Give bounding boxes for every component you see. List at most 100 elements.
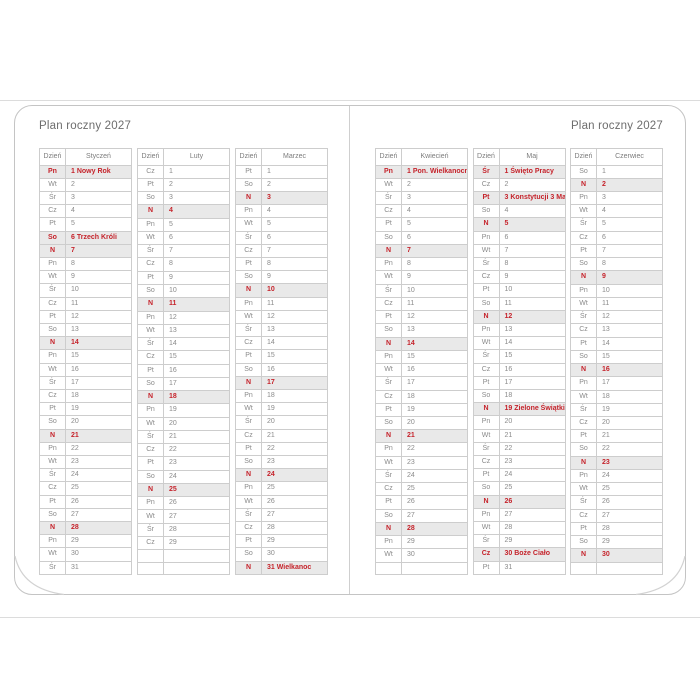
weekday-cell: Pn — [375, 442, 402, 457]
weekday-cell: Pt — [472, 560, 500, 575]
weekday-cell: Pn — [235, 388, 262, 404]
date-cell: 22 — [498, 441, 566, 456]
weekday-cell: Cz — [472, 177, 500, 192]
date-cell: 14 — [498, 336, 566, 351]
date-cell: 31 — [498, 560, 566, 575]
day-row: Śr 3 — [39, 190, 132, 206]
day-row: Pn 6 — [472, 230, 566, 245]
weekday-cell: N — [375, 429, 402, 444]
date-cell: 2 — [163, 177, 230, 193]
date-cell: 10 — [498, 283, 566, 298]
day-row: Pt 12 — [375, 310, 468, 325]
weekday-cell: Wt — [570, 482, 597, 497]
day-row: Śr 28 — [137, 522, 230, 538]
day-row: Cz 20 — [570, 415, 663, 431]
month-name: Luty — [163, 148, 230, 166]
weekday-cell: Wt — [39, 177, 66, 192]
date-cell: 29 — [65, 534, 132, 549]
month-table-2: Dzień Luty Cz 1 Pt 2 So 3 N 4 Pn 5 Wt 6 Śr 7 Cz 8 Pt 9 So 10 N… — [137, 148, 230, 575]
weekday-cell: Śr — [137, 337, 164, 352]
day-row: So 13 — [39, 322, 132, 338]
date-cell: 26 — [596, 495, 663, 510]
date-cell: 3 — [65, 190, 132, 206]
weekday-cell: Śr — [235, 230, 262, 245]
day-row: Cz 4 — [39, 204, 132, 219]
day-row: Wt 30 — [375, 548, 468, 563]
date-cell: 19 — [163, 403, 230, 418]
day-row: Śr 24 — [39, 468, 132, 483]
weekday-cell: Śr — [137, 429, 164, 445]
weekday-cell: N — [235, 468, 262, 483]
weekday-cell: Pt — [375, 310, 402, 325]
day-row: Pt 14 — [570, 336, 663, 351]
day-row: So 10 — [137, 283, 230, 299]
date-cell: 25 — [498, 481, 566, 496]
day-row: So 25 — [472, 481, 566, 496]
date-cell: 7 — [401, 243, 468, 259]
day-row: So 6 — [375, 230, 468, 245]
weekday-cell: Pn — [137, 496, 164, 511]
day-row: Wt 11 — [570, 296, 663, 312]
day-row: Śr 26 — [570, 495, 663, 510]
date-cell: 10 — [65, 283, 132, 298]
weekday-cell: Śr — [570, 495, 597, 510]
date-cell: 14 — [261, 336, 328, 351]
day-row: Pn 22 — [375, 442, 468, 457]
month-header-row: Dzień Czerwiec — [570, 148, 663, 166]
day-row: Cz 23 — [472, 454, 566, 470]
day-row: Cz 7 — [235, 243, 328, 258]
date-cell: 6 — [261, 230, 328, 245]
weekday-cell: N — [570, 270, 597, 285]
date-cell: 8 — [65, 256, 132, 272]
date-cell: 22 — [596, 442, 663, 457]
date-cell: 23 — [401, 455, 468, 470]
date-cell: 18 — [261, 388, 328, 404]
day-row: So 23 — [235, 454, 328, 470]
day-column-header: Dzień — [570, 148, 597, 166]
day-row: Śr 13 — [235, 322, 328, 338]
day-row: So 9 — [235, 270, 328, 285]
month-header-row: Dzień Marzec — [235, 148, 328, 166]
date-cell: 12 — [261, 309, 328, 324]
day-row-highlighted: N 12 — [472, 309, 566, 324]
weekday-cell: N — [375, 521, 402, 537]
weekday-cell: Śr — [137, 244, 164, 259]
month-table-6: Dzień Czerwiec So 1 N 2 Pn 3 Wt 4 Śr 5 Cz 6 Pt 7 So 8 N 9 Pn… — [570, 148, 663, 575]
day-row: Śr 7 — [137, 244, 230, 259]
weekday-cell: Pn — [375, 164, 402, 179]
weekday-cell: N — [472, 494, 500, 509]
date-cell: 26 — [261, 494, 328, 509]
weekday-cell: Cz — [472, 270, 500, 285]
day-row: Cz 4 — [375, 204, 468, 219]
month-table-5: Dzień Maj Śr 1 Święto Pracy Cz 2 Pt 3 Konstytuc… — [472, 148, 566, 575]
date-cell: 1 — [596, 164, 663, 179]
weekday-cell: Śr — [375, 468, 402, 484]
date-cell: 18 — [401, 389, 468, 404]
day-row: Pn 15 — [39, 349, 132, 364]
date-cell-empty — [401, 561, 468, 575]
date-cell: 29 — [401, 535, 468, 550]
weekday-cell: So — [570, 535, 597, 550]
month-header-row: Dzień Kwiecień — [375, 148, 468, 166]
date-cell: 6 Trzech Króli — [65, 230, 132, 245]
weekday-cell-empty — [375, 561, 402, 575]
weekday-cell: Pt — [137, 177, 164, 193]
date-cell: 27 — [163, 509, 230, 524]
date-cell: 26 — [163, 496, 230, 511]
day-row: Cz 9 — [472, 270, 566, 285]
day-row: Pn 17 — [570, 376, 663, 391]
date-cell: 22 — [401, 442, 468, 457]
day-row-highlighted: N 16 — [570, 363, 663, 378]
weekday-cell: N — [39, 428, 66, 443]
date-cell: 17 — [163, 376, 230, 392]
day-row: Pt 22 — [235, 441, 328, 456]
date-cell: 5 — [401, 217, 468, 232]
weekday-cell: So — [235, 177, 262, 192]
day-row: Pt 21 — [570, 429, 663, 444]
day-row: Pt 10 — [472, 283, 566, 298]
day-row: Wt 18 — [570, 389, 663, 404]
day-row: Wt 23 — [39, 454, 132, 470]
day-row-highlighted: N 14 — [39, 336, 132, 351]
date-cell: 18 — [163, 390, 230, 405]
date-cell: 28 — [498, 520, 566, 536]
